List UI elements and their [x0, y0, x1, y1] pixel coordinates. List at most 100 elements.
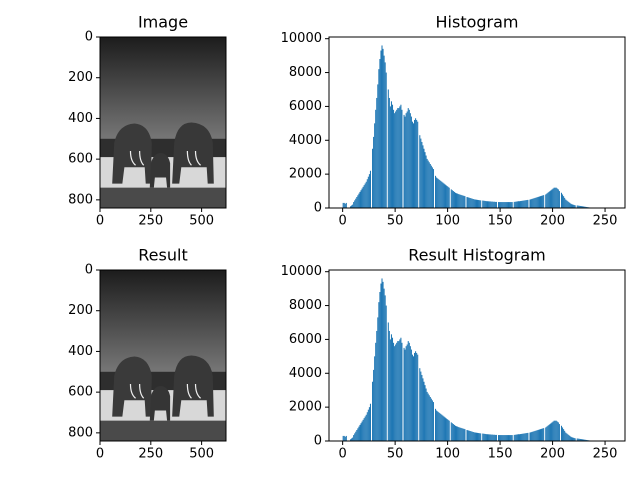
bar [538, 196, 540, 208]
bar [488, 201, 490, 208]
bar [356, 429, 358, 441]
bar [458, 194, 460, 208]
bar [373, 369, 375, 441]
bar [427, 393, 429, 441]
bar [453, 191, 455, 208]
subplot-title: Image [138, 13, 188, 32]
bar [368, 174, 370, 208]
bar [345, 202, 347, 208]
bar [578, 205, 580, 208]
bar [529, 432, 531, 441]
x-tick-label: 0 [339, 447, 347, 462]
bar [405, 346, 407, 441]
bar [360, 190, 362, 208]
bar [355, 431, 357, 441]
y-tick-label: 600 [68, 385, 93, 400]
bar [502, 435, 504, 441]
bar [364, 416, 366, 441]
y-tick-label: 6000 [289, 99, 322, 114]
bar [452, 191, 454, 208]
bar [375, 109, 377, 208]
bar [548, 424, 550, 441]
bar [453, 424, 455, 441]
bar [461, 195, 463, 208]
bar [548, 191, 550, 208]
bar [439, 413, 441, 441]
bar [494, 434, 496, 441]
bar [578, 438, 580, 441]
bar [503, 202, 505, 208]
bar [515, 201, 517, 208]
bar [365, 414, 367, 441]
bar [525, 200, 527, 208]
bar [372, 381, 374, 441]
bar [506, 202, 508, 208]
bar [564, 197, 566, 208]
bar [456, 193, 458, 208]
x-tick-label: 250 [593, 447, 618, 462]
bar [421, 374, 423, 441]
bar [405, 113, 407, 208]
bar [415, 118, 417, 208]
bar [380, 50, 382, 208]
bar [534, 197, 536, 208]
bar [480, 200, 482, 208]
bar [558, 424, 560, 441]
bar [406, 111, 408, 208]
bar [424, 152, 426, 208]
subplot: Result Histogram 0 50 100 150 200 250 0 2000 4000… [281, 246, 626, 462]
bar [523, 200, 525, 208]
bar [554, 420, 556, 441]
bar [409, 113, 411, 208]
bar [442, 415, 444, 441]
bar [566, 433, 568, 441]
bar [537, 429, 539, 441]
subplot-title: Result Histogram [408, 246, 546, 265]
bar [374, 123, 376, 208]
bar [469, 431, 471, 441]
bar [387, 89, 389, 208]
bar [460, 194, 462, 208]
bar [499, 435, 501, 441]
bar [447, 419, 449, 441]
bar [536, 430, 538, 441]
bar [349, 206, 352, 208]
axes-frame [328, 269, 626, 442]
bar [507, 202, 509, 208]
bar [394, 113, 396, 208]
bar [442, 182, 444, 208]
bar [475, 199, 477, 208]
bar [524, 433, 526, 441]
bar [541, 195, 543, 208]
bar [389, 106, 391, 208]
bar [435, 175, 437, 208]
bar [353, 435, 355, 441]
bar [531, 198, 533, 208]
bar [445, 418, 447, 441]
bar [448, 420, 450, 441]
bar [569, 202, 571, 208]
bar [376, 97, 378, 208]
bar [417, 121, 419, 208]
bar [504, 435, 506, 441]
bar [358, 193, 360, 208]
bar [451, 423, 453, 441]
bar [546, 426, 548, 441]
bar [477, 432, 479, 441]
bar [532, 431, 534, 441]
bar [485, 201, 487, 208]
bar [435, 408, 437, 441]
x-tick-label: 500 [189, 447, 214, 462]
bar [397, 108, 399, 208]
bar [468, 197, 470, 208]
bar [456, 426, 458, 441]
bar [514, 201, 516, 208]
y-tick-label: 8000 [289, 298, 322, 313]
bar [353, 202, 355, 208]
bar [355, 198, 357, 208]
bar [508, 202, 510, 208]
bar [430, 398, 432, 441]
bar [535, 430, 537, 441]
